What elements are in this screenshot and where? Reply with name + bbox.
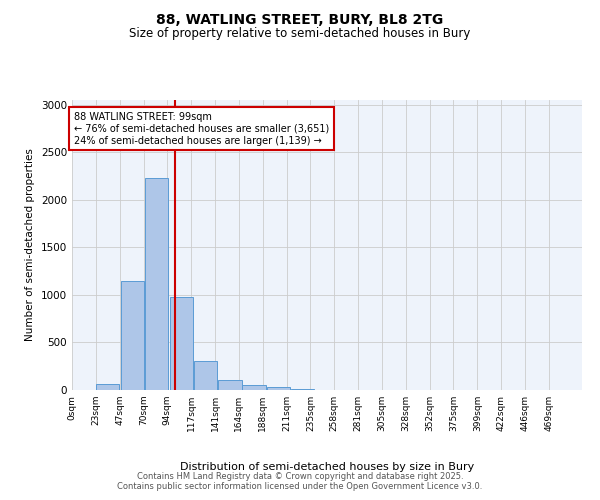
Text: Contains HM Land Registry data © Crown copyright and database right 2025.
Contai: Contains HM Land Registry data © Crown c… [118,472,482,491]
Text: 88 WATLING STREET: 99sqm
← 76% of semi-detached houses are smaller (3,651)
24% o: 88 WATLING STREET: 99sqm ← 76% of semi-d… [74,112,329,146]
Y-axis label: Number of semi-detached properties: Number of semi-detached properties [25,148,35,342]
Bar [96,384,119,390]
Bar [145,178,168,390]
Bar [242,385,266,390]
Bar [121,280,145,390]
Text: Distribution of semi-detached houses by size in Bury: Distribution of semi-detached houses by … [180,462,474,472]
Bar [170,298,193,390]
Bar [291,388,314,390]
Bar [218,380,242,390]
Bar [194,362,217,390]
Text: 88, WATLING STREET, BURY, BL8 2TG: 88, WATLING STREET, BURY, BL8 2TG [157,12,443,26]
Bar [267,387,290,390]
Text: Size of property relative to semi-detached houses in Bury: Size of property relative to semi-detach… [130,28,470,40]
